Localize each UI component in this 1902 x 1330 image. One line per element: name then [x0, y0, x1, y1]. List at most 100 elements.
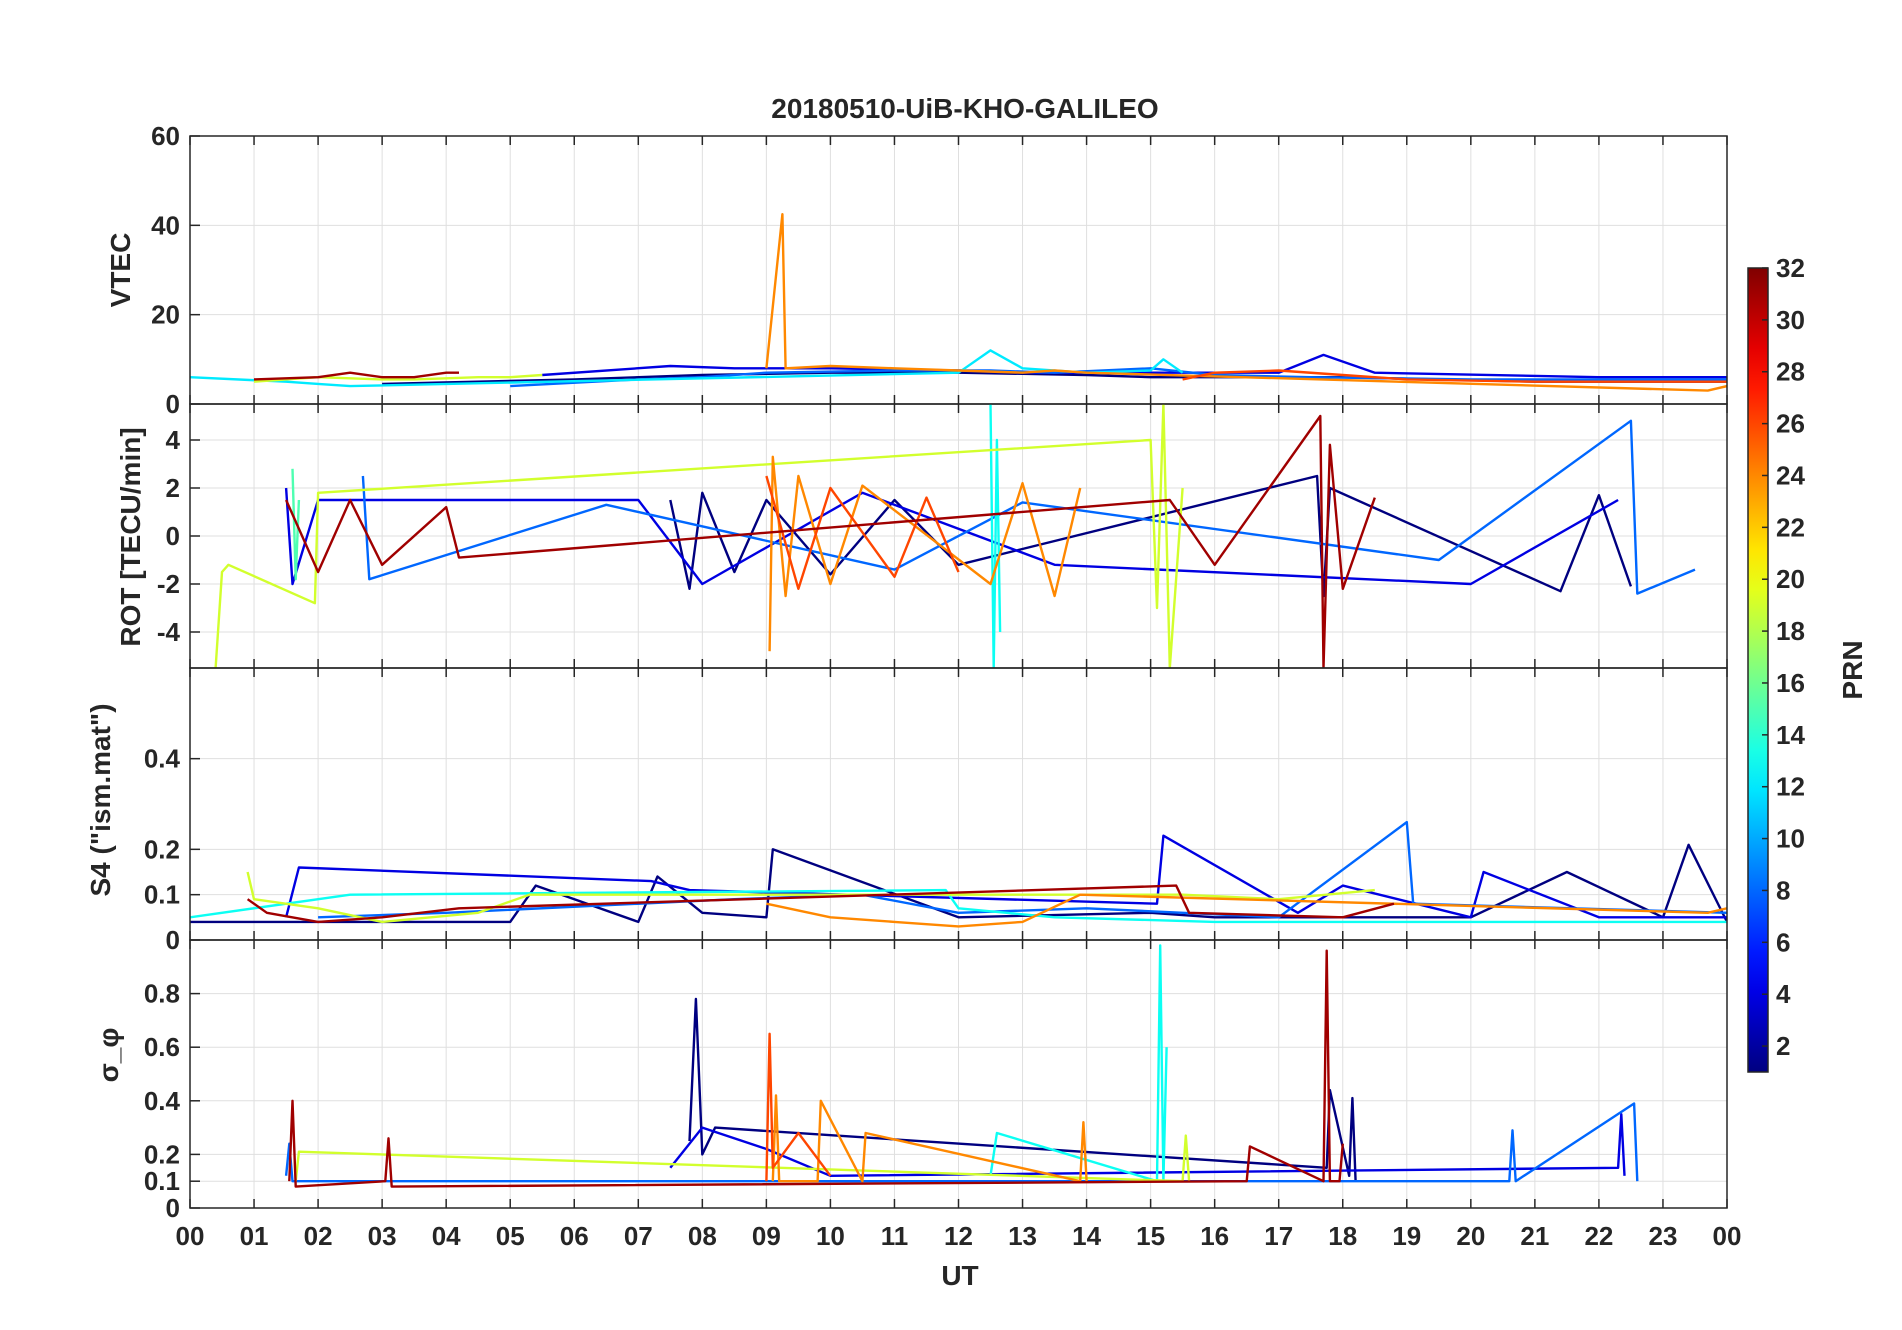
- colorbar-tick-label: 6: [1776, 927, 1790, 957]
- x-tick-label: 11: [881, 1221, 909, 1251]
- x-tick-label: 08: [688, 1221, 717, 1251]
- x-tick-label: 10: [816, 1221, 845, 1251]
- x-tick-label: 02: [304, 1221, 333, 1251]
- x-tick-label: 01: [240, 1221, 269, 1251]
- series-line-prn-31: [253, 371, 459, 381]
- series-line-prn-24: [768, 455, 1082, 652]
- axes-box: [189, 939, 1728, 1209]
- y-tick-label: 0.4: [144, 744, 181, 774]
- series-group: [190, 820, 1727, 928]
- y-tick-label: 0: [166, 521, 180, 551]
- series-line-prn-26: [765, 1032, 832, 1182]
- series-line-prn-1: [669, 474, 1633, 598]
- colorbar-label: PRN: [1837, 640, 1868, 699]
- colorbar-tick-label: 16: [1776, 668, 1805, 698]
- series-line-prn-13: [190, 888, 1727, 924]
- colorbar-gradient: [1747, 267, 1769, 1073]
- series-line-prn-31: [285, 414, 1376, 668]
- series-group: [214, 404, 1696, 668]
- colorbar-tick-label: 20: [1776, 564, 1805, 594]
- x-axis-ticks: 00 01 02 03 04 05 06 07 08 09 10 11 12 13 14 15 16 17 18 19…: [176, 1221, 1742, 1251]
- series-line-prn-4: [284, 487, 1619, 586]
- x-tick-label: 12: [944, 1221, 973, 1251]
- x-axis-label: UT: [941, 1260, 978, 1291]
- x-tick-label: 06: [560, 1221, 589, 1251]
- y-tick-label: 0.2: [144, 1139, 180, 1169]
- y-tick-label: 0: [166, 1193, 180, 1223]
- x-tick-label: 22: [1584, 1221, 1613, 1251]
- y-tick-label: 0: [166, 389, 180, 419]
- series-line-prn-26: [765, 475, 960, 590]
- series-line-prn-8: [318, 820, 1727, 919]
- colorbar-tick-label: 14: [1776, 720, 1805, 750]
- rot-ylabel: ROT [TECU/min]: [115, 427, 146, 646]
- y-tick-label: 2: [166, 473, 180, 503]
- colorbar-tick-label: 22: [1776, 512, 1805, 542]
- x-tick-label: 20: [1456, 1221, 1485, 1251]
- series-line-prn-13: [989, 404, 1002, 668]
- series-group: [190, 212, 1727, 392]
- y-tick-label: 0.8: [144, 979, 180, 1009]
- colorbar-tick-label: 24: [1776, 460, 1805, 490]
- colorbar-tick-label: 2: [1776, 1031, 1790, 1061]
- x-tick-label: 19: [1392, 1221, 1421, 1251]
- series-line-prn-19: [214, 404, 1184, 668]
- x-tick-label: 13: [1008, 1221, 1037, 1251]
- chart-title: 20180510-UiB-KHO-GALILEO: [771, 93, 1158, 124]
- series-line-prn-4: [284, 834, 1727, 919]
- y-tick-label: 60: [151, 121, 180, 151]
- series-line-prn-8: [361, 419, 1696, 595]
- colorbar-tick-label: 12: [1776, 772, 1805, 802]
- series-line-prn-24: [766, 893, 1727, 928]
- x-tick-label: 07: [624, 1221, 653, 1251]
- y-tick-label: 20: [151, 300, 180, 330]
- series-line-prn-13: [989, 944, 1168, 1183]
- series-line-prn-24: [765, 212, 1727, 392]
- sigma-phi-ylabel: σ_φ: [93, 1028, 124, 1083]
- x-tick-label: 23: [1648, 1221, 1677, 1251]
- x-tick-label: 16: [1200, 1221, 1229, 1251]
- x-tick-label: 05: [496, 1221, 525, 1251]
- y-tick-label: 0.1: [144, 880, 180, 910]
- y-tick-label: 0.2: [144, 834, 180, 864]
- vtec-ylabel: VTEC: [105, 233, 136, 308]
- colorbar-tick-label: 32: [1776, 253, 1805, 283]
- series-line-prn-4: [669, 1112, 1626, 1178]
- sigma-phi-panel: σ_φ 00.10.2 0.4 0.6 0.8: [93, 939, 1728, 1223]
- colorbar-tick-label: 8: [1776, 875, 1790, 905]
- colorbar-tick-label: 28: [1776, 357, 1805, 387]
- x-tick-label: 15: [1136, 1221, 1165, 1251]
- y-tick-label: 0: [166, 925, 180, 955]
- vtec-panel: VTEC 0 20 40 60: [105, 121, 1728, 419]
- colorbar-tick-label: 30: [1776, 305, 1805, 335]
- x-tick-label: 09: [752, 1221, 781, 1251]
- x-tick-label: 03: [368, 1221, 397, 1251]
- series-line-prn-12: [190, 349, 1184, 388]
- y-tick-label: 0.1: [144, 1166, 180, 1196]
- series-line-prn-19: [246, 871, 1375, 924]
- x-tick-label: 17: [1264, 1221, 1293, 1251]
- x-tick-label: 14: [1072, 1221, 1101, 1251]
- y-tick-label: -4: [157, 617, 181, 647]
- series-line-prn-1: [688, 997, 1357, 1182]
- rot-panel: ROT [TECU/min] -4 -2 0 2 4: [115, 403, 1728, 669]
- x-tick-label: 04: [432, 1221, 461, 1251]
- colorbar-tick-label: 4: [1776, 979, 1791, 1009]
- series-line-prn-31: [246, 884, 1395, 924]
- y-tick-label: -2: [157, 569, 180, 599]
- s4-ylabel: S4 ("ism.mat"): [85, 703, 116, 896]
- series-line-prn-31: [288, 949, 1344, 1188]
- y-tick-label: 4: [166, 425, 181, 455]
- x-tick-label: 18: [1328, 1221, 1357, 1251]
- x-tick-label: 00: [176, 1221, 205, 1251]
- colorbar-tick-label: 26: [1776, 409, 1805, 439]
- y-tick-label: 40: [151, 210, 180, 240]
- y-tick-label: 0.4: [144, 1086, 181, 1116]
- x-tick-label: 21: [1520, 1221, 1549, 1251]
- y-tick-label: 0.6: [144, 1032, 180, 1062]
- series-line-prn-24: [771, 1094, 1088, 1183]
- colorbar-tick-label: 10: [1776, 824, 1805, 854]
- s4-panel: S4 ("ism.mat") 0 0.1 0.2 0.4: [85, 667, 1728, 955]
